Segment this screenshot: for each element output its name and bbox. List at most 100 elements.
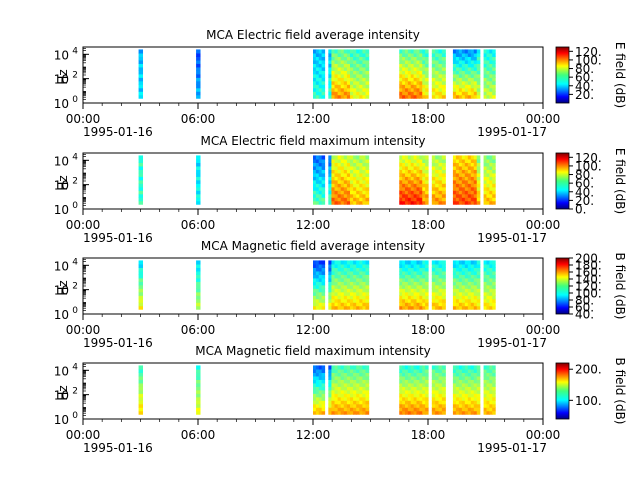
spectrogram-cell (438, 186, 443, 191)
spectrogram-cell (441, 63, 446, 68)
spectrogram-cell (425, 176, 429, 181)
spectrogram-cell (399, 59, 403, 64)
spectrogram-cell (399, 281, 403, 286)
data-segment (483, 49, 496, 99)
spectrogram-cell (138, 59, 144, 64)
spectrogram-cell (438, 407, 443, 412)
spectrogram-cell (416, 56, 420, 61)
spectrogram-cell (365, 291, 370, 296)
spectrogram-cell (365, 158, 370, 163)
colorbar-tick-label: 120. (575, 151, 602, 165)
spectrogram-cell (425, 197, 429, 202)
spectrogram-cell (315, 183, 320, 188)
spectrogram-cell (441, 200, 446, 205)
x-date-label: 1995-01-17 (477, 336, 547, 350)
spectrogram-cell (441, 379, 446, 384)
spectrogram-cell (489, 365, 493, 370)
spectrogram-cell (359, 52, 363, 57)
spectrogram-cell (318, 386, 323, 391)
spectrogram-cell (422, 365, 426, 370)
spectrogram-cell (476, 260, 481, 265)
spectrogram-cell (455, 49, 460, 54)
spectrogram-cell (407, 400, 412, 405)
spectrogram-cell (425, 77, 429, 82)
spectrogram-cell (476, 197, 481, 202)
spectrogram-cell (196, 270, 201, 275)
spectrogram-cell (422, 403, 426, 408)
spectrogram-cell (422, 183, 426, 188)
spectrogram-cell (467, 291, 472, 296)
spectrogram-cell (334, 193, 339, 198)
spectrogram-cell (321, 389, 326, 394)
spectrogram-cell (350, 190, 354, 195)
spectrogram-cell (340, 281, 345, 286)
spectrogram-cell (405, 379, 409, 384)
spectrogram-cell (313, 295, 317, 300)
spectrogram-cell (464, 179, 469, 184)
spectrogram-cell (399, 267, 403, 272)
spectrogram-cell (473, 84, 478, 89)
spectrogram-cell (321, 200, 326, 205)
spectrogram-cell (438, 403, 443, 408)
spectrogram-cell (350, 183, 354, 188)
spectrogram-cell (438, 158, 443, 163)
spectrogram-cell (350, 302, 354, 307)
spectrogram-cell (402, 52, 406, 57)
spectrogram-cell (452, 169, 457, 174)
spectrogram-cell (331, 63, 336, 68)
spectrogram-cell (328, 284, 333, 289)
spectrogram-cell (476, 389, 481, 394)
spectrogram-cell (422, 407, 426, 412)
spectrogram-cell (486, 73, 490, 78)
spectrogram-cell (461, 183, 466, 188)
spectrogram-cell (356, 288, 360, 293)
spectrogram-cell (489, 183, 493, 188)
spectrogram-cell (425, 368, 429, 373)
spectrogram-cell (407, 172, 412, 177)
spectrogram-cell (492, 176, 496, 181)
x-tick-label: 00:00 (66, 218, 101, 232)
spectrogram-cell (461, 87, 466, 92)
spectrogram-cell (470, 70, 475, 75)
spectrogram-cell (438, 80, 443, 85)
spectrogram-cell (461, 288, 466, 293)
spectrogram-cell (422, 302, 426, 307)
spectrogram-cell (419, 80, 423, 85)
spectrogram-cell (422, 63, 426, 68)
spectrogram-cell (419, 260, 423, 265)
spectrogram-cell (441, 165, 446, 170)
spectrogram-cell (343, 410, 348, 415)
spectrogram-cell (489, 389, 493, 394)
spectrogram-cell (458, 186, 463, 191)
spectrogram-cell (359, 186, 363, 191)
spectrogram-cell (340, 407, 345, 412)
spectrogram-cell (399, 162, 403, 167)
spectrogram-cell (365, 63, 370, 68)
spectrogram-cell (431, 396, 436, 401)
spectrogram-cell (331, 162, 336, 167)
spectrogram-cell (359, 165, 363, 170)
spectrogram-cell (410, 158, 415, 163)
spectrogram-cell (343, 372, 348, 377)
spectrogram-cell (476, 162, 481, 167)
spectrogram-cell (435, 407, 440, 412)
spectrogram-cell (455, 274, 460, 279)
spectrogram-cell (452, 193, 457, 198)
spectrogram-cell (455, 368, 460, 373)
spectrogram-cell (473, 298, 478, 303)
spectrogram-cell (441, 73, 446, 78)
spectrogram-cell (359, 63, 363, 68)
spectrogram-cell (452, 162, 457, 167)
spectrogram-cell (461, 162, 466, 167)
spectrogram-cell (489, 382, 493, 387)
spectrogram-cell (438, 193, 443, 198)
spectrogram-cell (321, 94, 326, 99)
spectrogram-cell (337, 172, 342, 177)
spectrogram-cell (464, 368, 469, 373)
spectrogram-cell (356, 169, 360, 174)
spectrogram-cell (467, 403, 472, 408)
spectrogram-cell (196, 382, 201, 387)
spectrogram-cell (318, 169, 323, 174)
spectrogram-cell (455, 305, 460, 310)
spectrogram-cell (431, 274, 436, 279)
